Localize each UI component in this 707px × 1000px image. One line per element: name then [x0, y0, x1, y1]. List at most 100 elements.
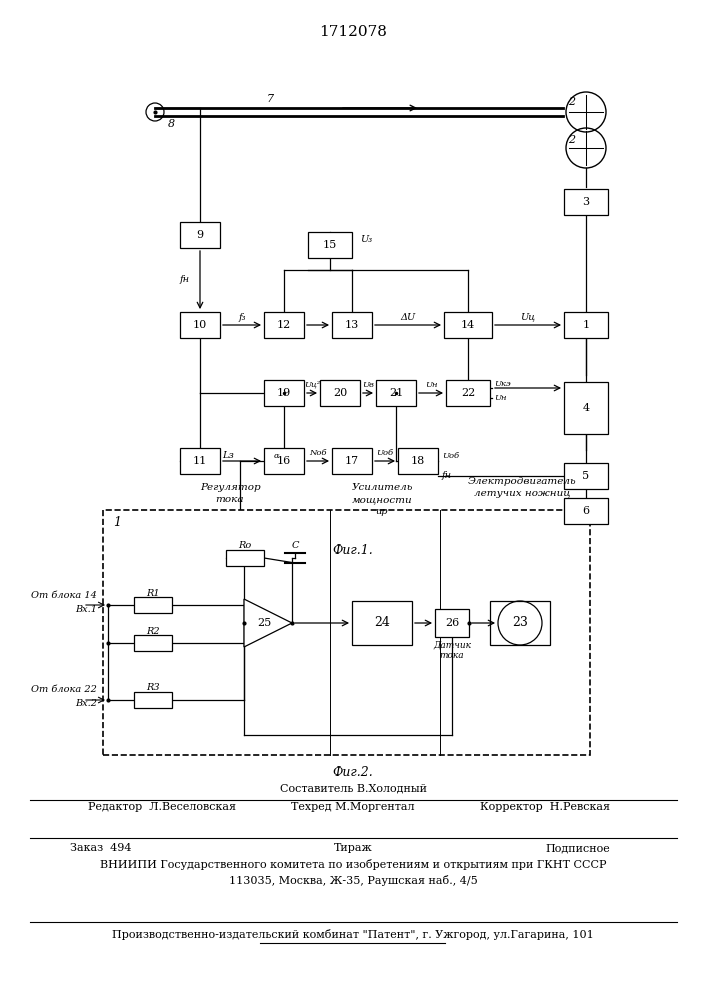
Text: fн: fн — [442, 472, 452, 481]
FancyBboxPatch shape — [332, 448, 372, 474]
Text: мощности: мощности — [351, 495, 412, 504]
Text: Заказ  494: Заказ 494 — [70, 843, 132, 853]
Text: тока: тока — [440, 652, 464, 660]
Text: α: α — [273, 452, 279, 460]
Text: Uв: Uв — [362, 381, 374, 389]
FancyBboxPatch shape — [564, 189, 608, 215]
Text: 11: 11 — [193, 456, 207, 466]
Text: ВНИИПИ Государственного комитета по изобретениям и открытиям при ГКНТ СССР: ВНИИПИ Государственного комитета по изоб… — [100, 859, 606, 870]
Text: 12: 12 — [277, 320, 291, 330]
Text: 19: 19 — [277, 388, 291, 398]
FancyBboxPatch shape — [352, 601, 412, 645]
FancyBboxPatch shape — [134, 635, 172, 651]
Text: 8: 8 — [168, 119, 175, 129]
FancyBboxPatch shape — [564, 312, 608, 338]
Text: 113035, Москва, Ж-35, Раушская наб., 4/5: 113035, Москва, Ж-35, Раушская наб., 4/5 — [228, 874, 477, 886]
Text: Фиг.2.: Фиг.2. — [332, 766, 373, 780]
Text: 17: 17 — [345, 456, 359, 466]
Text: Усилитель: Усилитель — [351, 484, 413, 492]
Text: ΔU: ΔU — [400, 312, 416, 322]
Text: 4: 4 — [583, 403, 590, 413]
FancyBboxPatch shape — [320, 380, 360, 406]
Text: 25: 25 — [257, 618, 271, 628]
Text: Ro: Ro — [238, 542, 252, 550]
Text: C: C — [291, 542, 299, 550]
Text: Датчик: Датчик — [433, 641, 471, 650]
Text: 9: 9 — [197, 230, 204, 240]
FancyBboxPatch shape — [103, 510, 590, 755]
Text: 1: 1 — [113, 516, 121, 530]
Text: 23: 23 — [512, 616, 528, 630]
FancyBboxPatch shape — [134, 692, 172, 708]
Text: 10: 10 — [193, 320, 207, 330]
FancyBboxPatch shape — [264, 312, 304, 338]
Text: 18: 18 — [411, 456, 425, 466]
FancyBboxPatch shape — [308, 232, 352, 258]
Text: Uц: Uц — [520, 312, 535, 322]
FancyBboxPatch shape — [398, 448, 438, 474]
Text: R2: R2 — [146, 626, 160, 636]
Text: U₃: U₃ — [360, 235, 372, 244]
Text: R1: R1 — [146, 588, 160, 597]
Text: 15: 15 — [323, 240, 337, 250]
Text: Тираж: Тираж — [334, 843, 373, 853]
Text: Регулятор: Регулятор — [199, 484, 260, 492]
Text: 20: 20 — [333, 388, 347, 398]
Text: Корректор  Н.Ревская: Корректор Н.Ревская — [480, 802, 610, 812]
Text: 3: 3 — [583, 197, 590, 207]
Text: 2: 2 — [568, 97, 575, 107]
FancyBboxPatch shape — [446, 380, 490, 406]
FancyBboxPatch shape — [435, 609, 469, 637]
FancyBboxPatch shape — [376, 380, 416, 406]
Text: 22: 22 — [461, 388, 475, 398]
Text: 7: 7 — [267, 94, 274, 104]
Text: 16: 16 — [277, 456, 291, 466]
Text: 13: 13 — [345, 320, 359, 330]
FancyBboxPatch shape — [564, 498, 608, 524]
Text: летучих ножниц: летучих ножниц — [474, 489, 571, 498]
Text: ир: ир — [375, 506, 388, 516]
Text: f₃: f₃ — [238, 312, 246, 322]
FancyBboxPatch shape — [564, 382, 608, 434]
Text: Uн: Uн — [494, 394, 506, 402]
Text: fн: fн — [180, 275, 190, 284]
Text: Составитель В.Холодный: Составитель В.Холодный — [279, 783, 426, 793]
Text: 2: 2 — [568, 135, 575, 145]
FancyBboxPatch shape — [564, 463, 608, 489]
FancyBboxPatch shape — [332, 312, 372, 338]
FancyBboxPatch shape — [226, 550, 264, 566]
FancyBboxPatch shape — [134, 597, 172, 613]
Text: От блока 22: От блока 22 — [31, 686, 97, 694]
Text: Фиг.1.: Фиг.1. — [332, 544, 373, 558]
FancyBboxPatch shape — [264, 380, 304, 406]
Text: 24: 24 — [374, 616, 390, 630]
Text: Подписное: Подписное — [545, 843, 610, 853]
Text: Nоб: Nоб — [309, 449, 327, 457]
Text: Электродвигатель: Электродвигатель — [468, 478, 576, 487]
Text: Редактор  Л.Веселовская: Редактор Л.Веселовская — [88, 802, 236, 812]
Text: Производственно-издательский комбинат "Патент", г. Ужгород, ул.Гагарина, 101: Производственно-издательский комбинат "П… — [112, 930, 594, 940]
Text: R3: R3 — [146, 684, 160, 692]
Text: Вх.1: Вх.1 — [75, 604, 97, 613]
Text: Вх.2: Вх.2 — [75, 700, 97, 708]
Text: Uн: Uн — [425, 381, 437, 389]
FancyBboxPatch shape — [444, 312, 492, 338]
Text: От блока 14: От блока 14 — [31, 590, 97, 599]
FancyBboxPatch shape — [264, 448, 304, 474]
FancyBboxPatch shape — [180, 312, 220, 338]
Polygon shape — [244, 599, 292, 647]
Text: 1712078: 1712078 — [319, 25, 387, 39]
Text: тока: тока — [216, 495, 244, 504]
Text: Uц²: Uц² — [304, 381, 320, 389]
FancyBboxPatch shape — [180, 448, 220, 474]
Text: Lз: Lз — [222, 452, 234, 460]
FancyBboxPatch shape — [180, 222, 220, 248]
Text: 21: 21 — [389, 388, 403, 398]
Text: Техред М.Моргентал: Техред М.Моргентал — [291, 802, 415, 812]
Text: 1: 1 — [583, 320, 590, 330]
Text: Uоб: Uоб — [442, 452, 459, 460]
Text: Uкэ: Uкэ — [494, 380, 510, 388]
Text: 6: 6 — [583, 506, 590, 516]
Text: 5: 5 — [583, 471, 590, 481]
Text: 26: 26 — [445, 618, 459, 628]
